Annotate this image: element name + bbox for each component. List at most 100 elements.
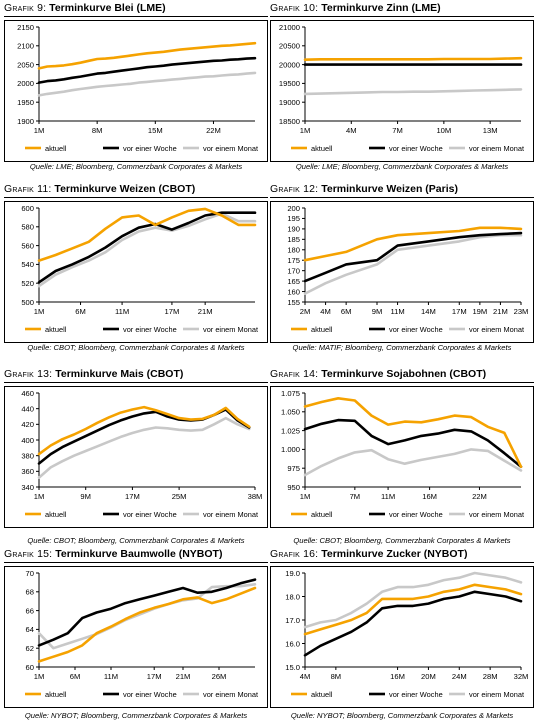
series-line-woche <box>303 231 523 283</box>
legend-label-monat: vor einem Monat <box>469 690 524 699</box>
x-tick-label: 6M <box>341 307 352 316</box>
y-tick-label: 190 <box>287 225 300 234</box>
y-tick-label: 18500 <box>279 117 300 126</box>
y-tick-label: 155 <box>287 298 300 307</box>
series-line-monat <box>303 233 523 295</box>
series-line-woche <box>37 578 257 647</box>
y-tick-label: 520 <box>21 279 34 288</box>
y-tick-label: 19500 <box>279 79 300 88</box>
chart-name: Terminkurve Zinn (LME) <box>318 2 441 14</box>
chart-name: Terminkurve Weizen (CBOT) <box>51 183 196 195</box>
x-tick-label: 22M <box>206 126 221 135</box>
chart-source: Quelle: NYBOT; Bloomberg, Commerzbank Co… <box>24 711 248 720</box>
line-chart: 18500 19000 19500 20000 20500 21000 1M 4M 7M 10M 1… <box>279 23 524 153</box>
chart-source: Quelle: LME; Bloomberg, Commerzbank Corp… <box>295 162 509 171</box>
legend-label-aktuell: aktuell <box>45 510 67 519</box>
chart-box: 340 360 380 400 420 440 460 1M 9M 17M 25M 38M aktuel… <box>4 386 268 528</box>
x-tick-label: 1M <box>34 672 45 681</box>
y-tick-label: 560 <box>21 241 34 250</box>
y-tick-label: 170 <box>287 266 300 275</box>
legend-label-monat: vor einem Monat <box>469 144 524 153</box>
series-line-aktuell <box>37 207 257 262</box>
x-tick-label: 32M <box>514 672 529 681</box>
legend-label-monat: vor einem Monat <box>203 144 258 153</box>
chart-title: Grafik 12: Terminkurve Weizen (Paris) <box>270 183 534 198</box>
x-tick-label: 9M <box>372 307 383 316</box>
legend-label-woche: vor einer Woche <box>123 690 177 699</box>
chart-source: Quelle: CBOT; Bloomberg, Commerzbank Cor… <box>27 343 245 352</box>
y-tick-label: 2100 <box>17 42 34 51</box>
chart-source: Quelle: LME; Bloomberg, Commerzbank Corp… <box>29 162 243 171</box>
chart-number: Grafik 14: <box>270 368 319 380</box>
series-line-woche <box>303 418 523 468</box>
chart-box: 1900 1950 2000 2050 2100 2150 1M 8M 15M 22M aktuel… <box>4 20 268 162</box>
chart-title: Grafik 14: Terminkurve Sojabohnen (CBOT) <box>270 368 534 383</box>
y-tick-label: 2050 <box>17 60 34 69</box>
chart-box: 15.0 16.0 17.0 18.0 19.0 4M 8M 16M 20M 24M 28M 32M a… <box>270 566 534 708</box>
y-tick-label: 950 <box>287 483 300 492</box>
y-tick-label: 70 <box>26 569 34 578</box>
series-line-aktuell <box>37 405 251 456</box>
x-tick-label: 21M <box>176 672 191 681</box>
y-tick-label: 580 <box>21 223 34 232</box>
chart-name: Terminkurve Weizen (Paris) <box>318 183 458 195</box>
x-tick-label: 16M <box>422 492 437 501</box>
y-tick-label: 2000 <box>17 79 34 88</box>
y-tick-label: 600 <box>21 204 34 213</box>
x-tick-label: 6M <box>70 672 81 681</box>
y-tick-label: 400 <box>21 436 34 445</box>
chart-panel: Grafik 16: Terminkurve Zucker (NYBOT) 15.… <box>270 548 534 726</box>
chart-panel: Grafik 11: Terminkurve Weizen (CBOT) 500 5… <box>4 183 268 361</box>
chart-number: Grafik 15: <box>4 548 53 560</box>
x-tick-label: 26M <box>212 672 227 681</box>
y-tick-label: 62 <box>26 644 34 653</box>
series-line-monat <box>303 571 523 629</box>
y-tick-label: 1950 <box>17 98 34 107</box>
chart-panel: Grafik 12: Terminkurve Weizen (Paris) 155… <box>270 183 534 361</box>
y-tick-label: 60 <box>26 663 34 672</box>
legend-label-woche: vor einer Woche <box>123 144 177 153</box>
series-line-monat <box>37 71 257 97</box>
chart-name: Terminkurve Baumwolle (NYBOT) <box>52 548 223 560</box>
chart-box: 60 62 64 66 68 70 1M 6M 11M 17M 21M 26M aktuell vor e… <box>4 566 268 708</box>
y-tick-label: 64 <box>26 625 34 634</box>
x-tick-label: 21M <box>198 307 213 316</box>
y-tick-label: 20500 <box>279 42 300 51</box>
x-tick-label: 4M <box>320 307 331 316</box>
y-tick-label: 21000 <box>279 23 300 32</box>
chart-title: Grafik 9: Terminkurve Blei (LME) <box>4 2 268 17</box>
chart-number: Grafik 16: <box>270 548 319 560</box>
legend-label-aktuell: aktuell <box>311 325 333 334</box>
y-tick-label: 16.0 <box>285 639 300 648</box>
series-line-aktuell <box>303 583 523 636</box>
chart-source: Quelle: NYBOT; Bloomberg, Commerzbank Co… <box>290 711 514 720</box>
legend-label-monat: vor einem Monat <box>203 510 258 519</box>
legend-label-woche: vor einer Woche <box>389 510 443 519</box>
x-tick-label: 19M <box>472 307 487 316</box>
y-tick-label: 1900 <box>17 117 34 126</box>
series-line-aktuell <box>37 586 257 663</box>
chart-box: 18500 19000 19500 20000 20500 21000 1M 4M 7M 10M 1… <box>270 20 534 162</box>
series-line-aktuell <box>303 226 523 262</box>
chart-panel: Grafik 10: Terminkurve Zinn (LME) 18500 19… <box>270 2 534 180</box>
legend-label-aktuell: aktuell <box>45 325 67 334</box>
legend-label-monat: vor einem Monat <box>203 690 258 699</box>
chart-name: Terminkurve Blei (LME) <box>46 2 166 14</box>
y-tick-label: 165 <box>287 277 300 286</box>
x-tick-label: 11M <box>104 672 118 681</box>
series-line-monat <box>37 416 251 479</box>
x-tick-label: 22M <box>472 492 487 501</box>
legend-label-woche: vor einer Woche <box>389 690 443 699</box>
legend-label-aktuell: aktuell <box>311 510 333 519</box>
y-tick-label: 19.0 <box>285 569 300 578</box>
x-tick-label: 11M <box>381 492 395 501</box>
x-tick-label: 8M <box>92 126 103 135</box>
x-tick-label: 10M <box>436 126 451 135</box>
x-tick-label: 23M <box>514 307 529 316</box>
x-tick-label: 17M <box>165 307 180 316</box>
chart-title: Grafik 13: Terminkurve Mais (CBOT) <box>4 368 268 383</box>
chart-number: Grafik 10: <box>270 2 319 14</box>
legend-label-woche: vor einer Woche <box>123 510 177 519</box>
line-chart: 60 62 64 66 68 70 1M 6M 11M 17M 21M 26M aktuell vor e… <box>25 569 258 699</box>
